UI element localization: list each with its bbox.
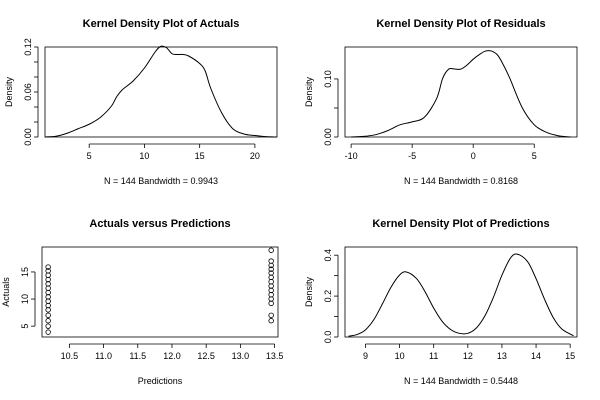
plot-frame (344, 46, 578, 138)
x-tick-label: 9 (363, 351, 368, 361)
x-tick-label: 12.0 (163, 351, 181, 361)
x-tick-label: 10.5 (61, 351, 79, 361)
x-tick-label: 12 (463, 351, 473, 361)
panel-residuals-density: Kernel Density Plot of Residuals -10 -5 0 5 0… (304, 18, 578, 186)
y-axis-title: Actuals (1, 277, 11, 307)
x-tick-label: 15 (565, 351, 575, 361)
x-tick-label: 0 (471, 151, 476, 161)
x-tick-label: 13.5 (266, 351, 284, 361)
panel-actuals-density: Kernel Density Plot of Actuals 5 10 15 20 0.0… (4, 18, 278, 186)
chart-title: Kernel Density Plot of Residuals (376, 18, 545, 30)
density-curve (351, 50, 571, 138)
scatter-point (268, 258, 274, 264)
x-tick-label: 13.0 (232, 351, 250, 361)
scatter-point (45, 272, 51, 278)
scatter-point (45, 323, 51, 329)
y-axis-title: Density (304, 276, 314, 307)
plot-frame (44, 46, 278, 138)
x-tick-label: 11 (429, 351, 438, 361)
scatter-point (45, 289, 51, 296)
y-axis-title: Density (304, 76, 314, 107)
scatter-point (45, 268, 51, 274)
scatter-point (268, 296, 274, 302)
panel-actuals-vs-predictions: Actuals versus Predictions 10.5 11.0 11.5 12… (1, 218, 283, 386)
scatter-point (45, 264, 51, 270)
scatter-point (268, 270, 274, 276)
y-tick-label: 0.00 (23, 128, 33, 146)
y-tick-label: 10 (20, 294, 30, 304)
chart-title: Kernel Density Plot of Predictions (372, 218, 549, 230)
y-tick-label: 0.0 (323, 331, 333, 344)
scatter-point (45, 307, 51, 313)
scatter-point (268, 312, 274, 319)
x-tick-label: -10 (345, 151, 358, 161)
plot-frame (41, 246, 279, 338)
scatter-point (268, 287, 274, 294)
scatter-point (45, 294, 51, 300)
scatter-point (45, 298, 51, 304)
y-tick-label: 0.2 (323, 290, 333, 303)
scatter-point (45, 285, 51, 291)
x-tick-label: 13 (497, 351, 507, 361)
scatter-point (268, 318, 274, 324)
x-tick-label: 12.5 (197, 351, 215, 361)
scatter-point (45, 302, 51, 309)
x-tick-label: 10 (395, 351, 405, 361)
scatter-point (268, 247, 274, 253)
x-tick-label: 5 (532, 151, 537, 161)
x-axis-title: N = 144 Bandwidth = 0.5448 (404, 376, 518, 386)
x-tick-label: 5 (87, 151, 92, 161)
scatter-point (45, 329, 51, 335)
x-tick-label: -5 (408, 151, 416, 161)
scatter-point (268, 278, 274, 285)
y-tick-label: 0.12 (23, 38, 33, 56)
scatter-point (45, 276, 51, 283)
x-tick-label: 20 (250, 151, 260, 161)
y-tick-label: 15 (20, 267, 30, 277)
x-axis-title: N = 144 Bandwidth = 0.8168 (404, 176, 518, 186)
scatter-point (268, 283, 274, 289)
y-tick-label: 5 (20, 324, 30, 329)
y-tick-label: 0.06 (23, 83, 33, 101)
x-tick-label: 15 (195, 151, 205, 161)
x-tick-label: 11.0 (95, 351, 112, 361)
scatter-point (268, 266, 274, 272)
y-tick-label: 0.4 (323, 249, 333, 262)
scatter-point (268, 292, 274, 298)
scatter-point (45, 281, 51, 287)
x-axis-title: Predictions (138, 376, 183, 386)
density-curve (44, 45, 278, 138)
chart-title: Actuals versus Predictions (89, 218, 230, 230)
y-tick-label: 0.10 (323, 70, 333, 88)
x-tick-label: 14 (531, 351, 541, 361)
y-tick-label: 0.00 (323, 128, 333, 146)
chart-title: Kernel Density Plot of Actuals (83, 18, 240, 30)
density-curve (348, 253, 574, 337)
scatter-point (268, 300, 274, 307)
scatter-point (45, 312, 51, 319)
scatter-point (268, 274, 274, 281)
x-tick-label: 11.5 (129, 351, 146, 361)
panel-predictions-density: Kernel Density Plot of Predictions 9 10 11 1… (304, 218, 578, 386)
plot-frame (344, 246, 578, 338)
scatter-point (45, 318, 51, 324)
x-axis-title: N = 144 Bandwidth = 0.9943 (104, 176, 218, 186)
x-tick-label: 10 (139, 151, 149, 161)
y-axis-title: Density (4, 76, 14, 107)
